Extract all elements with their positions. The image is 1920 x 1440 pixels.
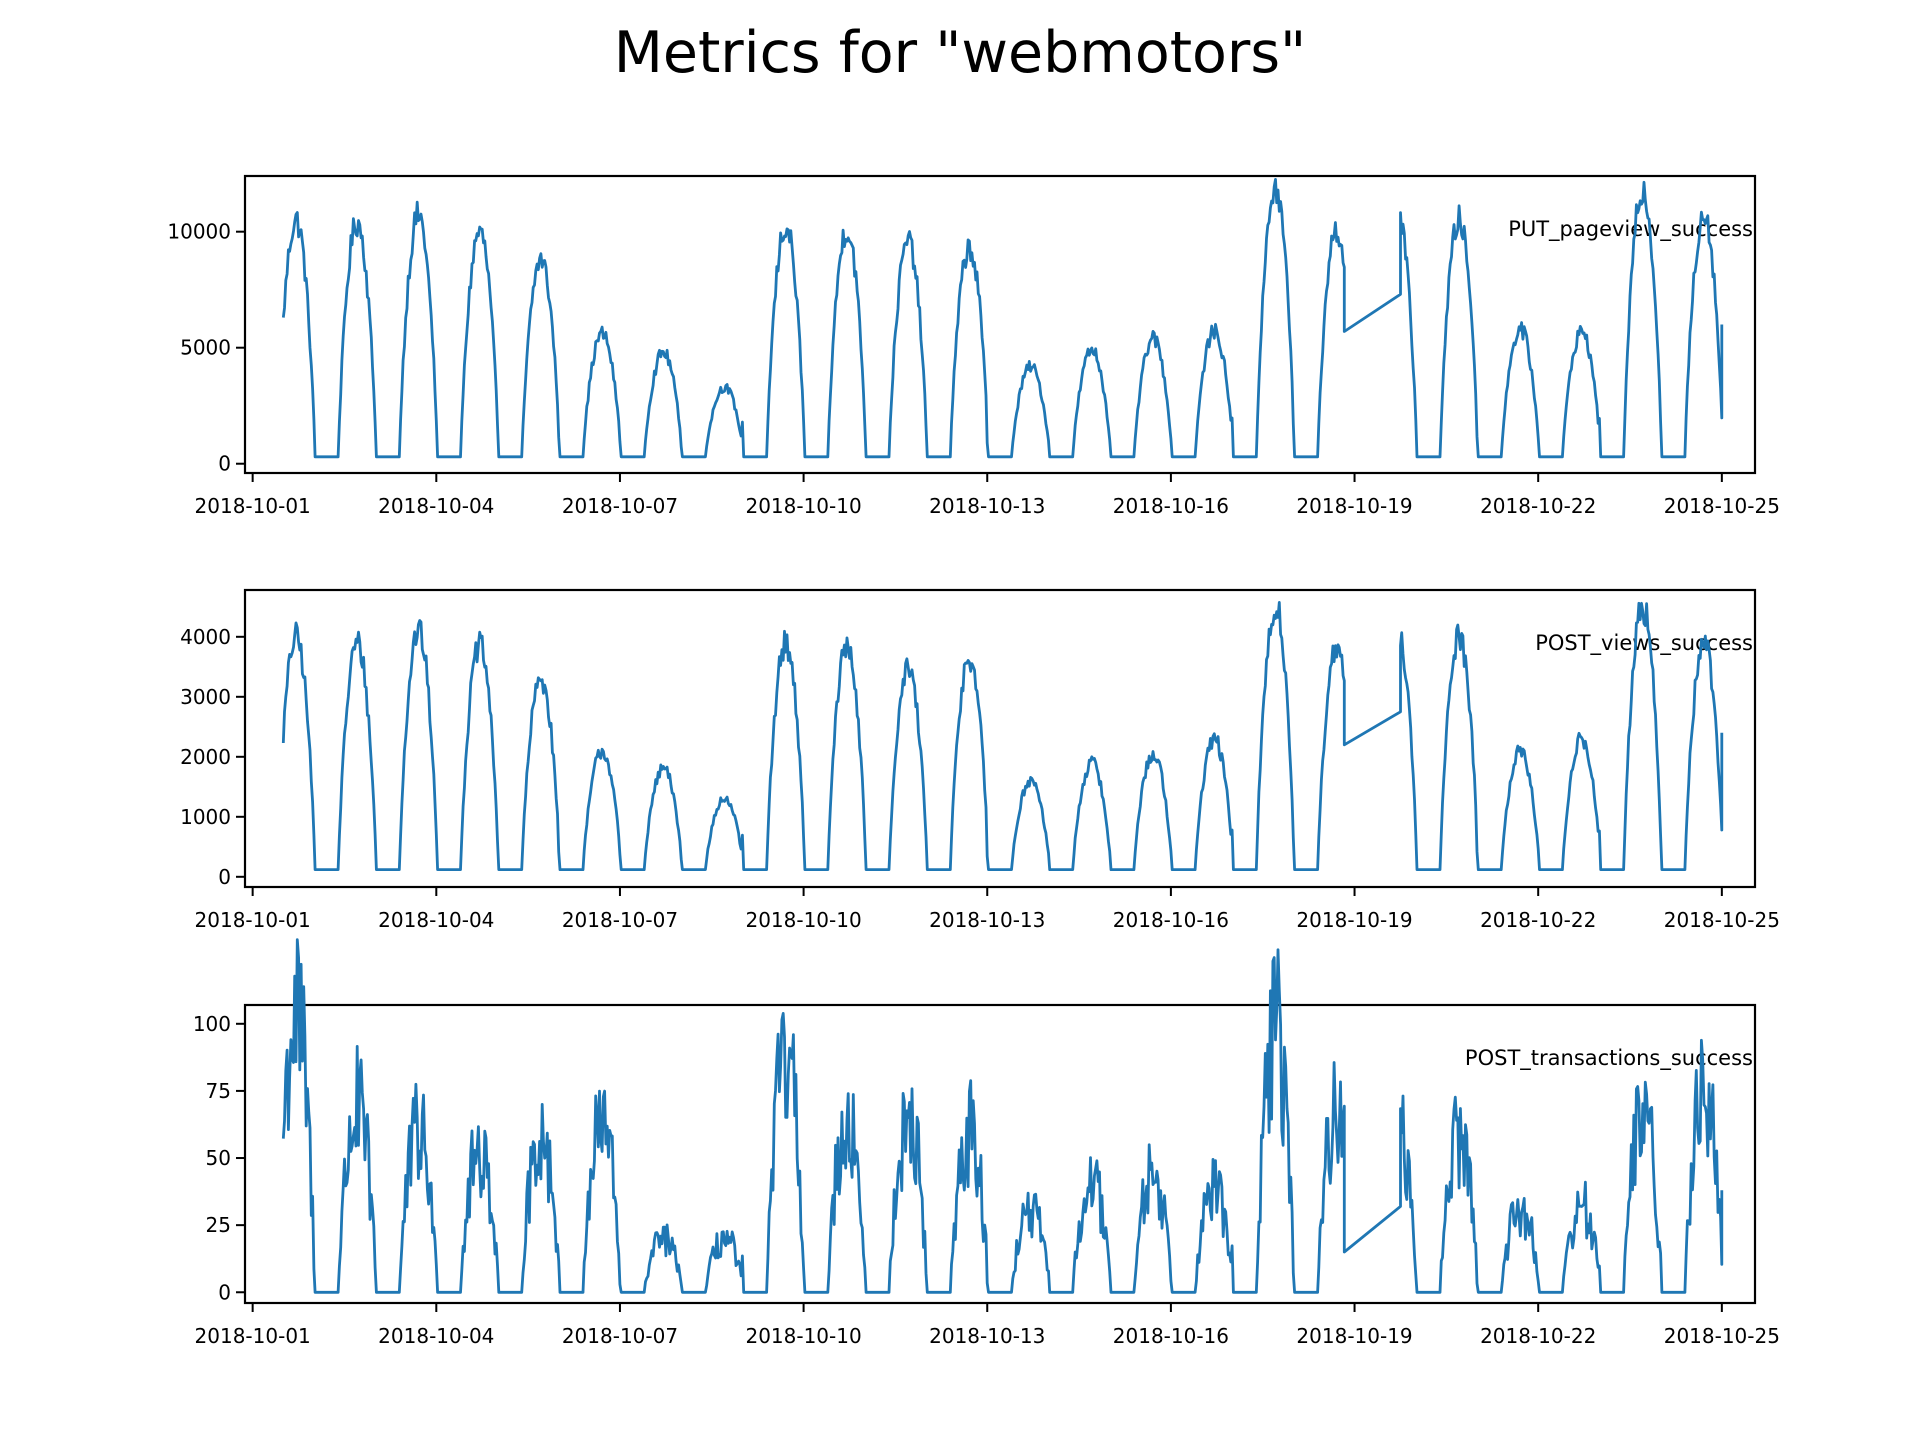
- axes-frame: [243, 1003, 1757, 1305]
- y-tick-label: 75: [206, 1079, 231, 1103]
- x-tick-label: 2018-10-01: [195, 494, 311, 518]
- x-tick-label: 2018-10-10: [745, 494, 861, 518]
- y-tick-label: 4000: [180, 625, 231, 649]
- y-tick-label: 1000: [180, 805, 231, 829]
- y-tick-label: 50: [206, 1146, 231, 1170]
- series-line: [281, 601, 1724, 871]
- y-tick-label: 0: [218, 452, 231, 476]
- x-tick-label: 2018-10-07: [562, 1324, 678, 1348]
- x-tick-label: 2018-10-01: [195, 908, 311, 932]
- x-tick-label: 2018-10-16: [1113, 1324, 1229, 1348]
- x-tick-label: 2018-10-10: [745, 908, 861, 932]
- x-tick-label: 2018-10-19: [1296, 908, 1412, 932]
- x-tick-label: 2018-10-25: [1664, 1324, 1780, 1348]
- x-tick-label: 2018-10-13: [929, 908, 1045, 932]
- y-tick-label: 2000: [180, 745, 231, 769]
- x-tick-label: 2018-10-25: [1664, 494, 1780, 518]
- y-tick-label: 0: [218, 865, 231, 889]
- x-tick-label: 2018-10-25: [1664, 908, 1780, 932]
- x-tick-label: 2018-10-13: [929, 494, 1045, 518]
- figure-title: Metrics for "webmotors": [614, 20, 1307, 86]
- axes-frame: [243, 174, 1757, 475]
- y-tick-label: 10000: [167, 220, 231, 244]
- panel-post-transactions: POST_transactions_success 0 25 50 75 100 2018…: [193, 938, 1780, 1348]
- panel-post-views: POST_views_success 0 1000 2000 3000 4000 2018…: [180, 588, 1780, 932]
- series-line: [281, 178, 1724, 459]
- series-label-put-pageview: PUT_pageview_success: [1508, 217, 1753, 242]
- x-tick-label: 2018-10-10: [745, 1324, 861, 1348]
- x-tick-label: 2018-10-19: [1296, 1324, 1412, 1348]
- series-label-post-transactions: POST_transactions_success: [1465, 1046, 1753, 1071]
- x-tick-label: 2018-10-01: [195, 1324, 311, 1348]
- panel-put-pageview: PUT_pageview_success 0 5000 10000 2018-10-0…: [167, 174, 1780, 518]
- x-tick-label: 2018-10-07: [562, 494, 678, 518]
- series-line: [281, 938, 1724, 1294]
- x-tick-label: 2018-10-04: [378, 494, 494, 518]
- x-tick-label: 2018-10-19: [1296, 494, 1412, 518]
- x-tick-label: 2018-10-16: [1113, 908, 1229, 932]
- y-tick-label: 100: [193, 1012, 231, 1036]
- x-tick-label: 2018-10-04: [378, 1324, 494, 1348]
- x-tick-label: 2018-10-16: [1113, 494, 1229, 518]
- y-tick-label: 0: [218, 1280, 231, 1304]
- x-tick-label: 2018-10-22: [1480, 494, 1596, 518]
- x-tick-label: 2018-10-22: [1480, 1324, 1596, 1348]
- y-tick-label: 3000: [180, 685, 231, 709]
- x-tick-label: 2018-10-22: [1480, 908, 1596, 932]
- series-label-post-views: POST_views_success: [1535, 631, 1753, 656]
- x-tick-label: 2018-10-13: [929, 1324, 1045, 1348]
- x-tick-label: 2018-10-07: [562, 908, 678, 932]
- axes-frame: [243, 588, 1757, 889]
- x-tick-label: 2018-10-04: [378, 908, 494, 932]
- y-tick-label: 25: [206, 1213, 231, 1237]
- y-tick-label: 5000: [180, 336, 231, 360]
